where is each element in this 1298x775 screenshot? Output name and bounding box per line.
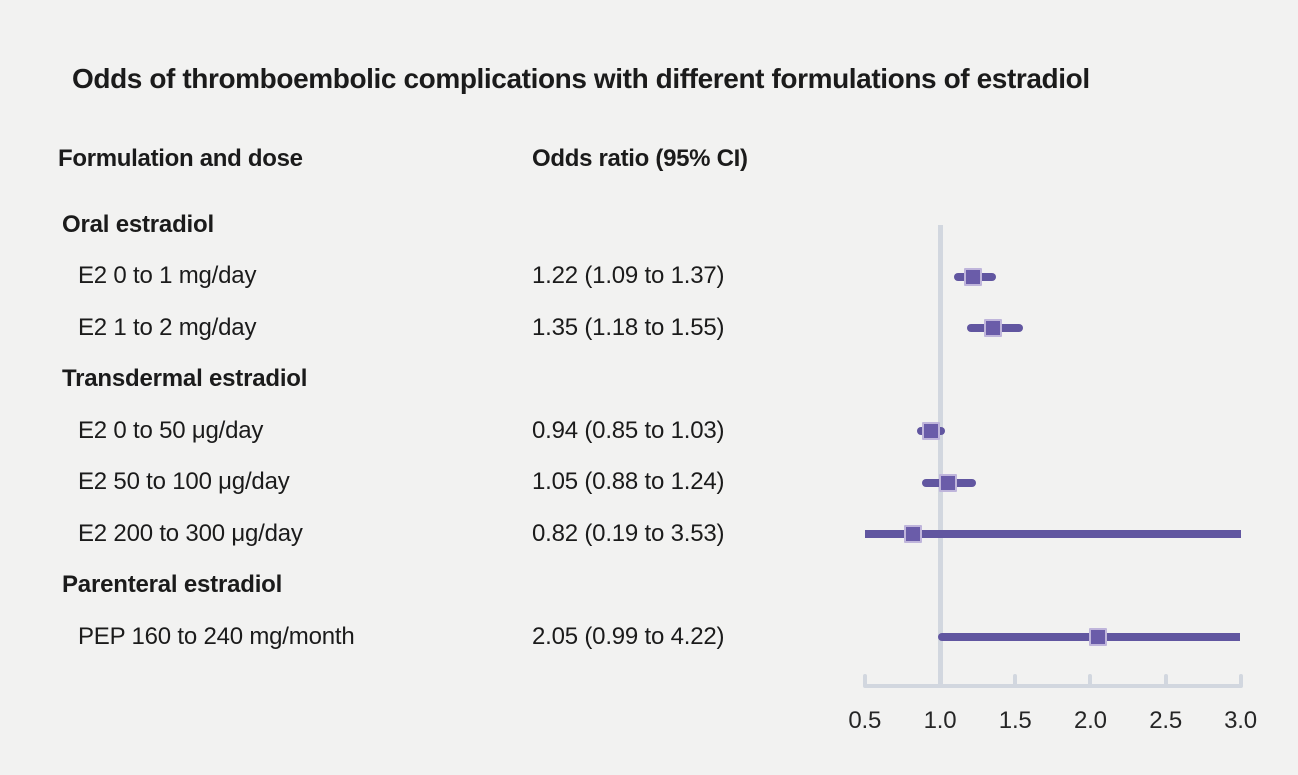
row-list: Oral estradiol E2 0 to 1 mg/day 1.22 (1.… (0, 199, 860, 663)
axis-tick-label: 2.5 (1149, 707, 1182, 734)
table-row: PEP 160 to 240 mg/month 2.05 (0.99 to 4.… (0, 611, 860, 663)
section-label: Parenteral estradiol (62, 571, 283, 599)
section-label: Oral estradiol (62, 210, 214, 238)
row-value: 0.82 (0.19 to 3.53) (532, 519, 725, 547)
row-label: PEP 160 to 240 mg/month (78, 622, 355, 650)
axis-tick-label: 2.0 (1074, 707, 1107, 734)
axis-tick-label: 0.5 (848, 707, 882, 734)
page-title: Odds of thromboembolic complications wit… (72, 63, 1090, 94)
table-row: E2 200 to 300 μg/day 0.82 (0.19 to 3.53) (0, 508, 860, 560)
table-row: E2 0 to 1 mg/day 1.22 (1.09 to 1.37) (0, 251, 860, 303)
odds-ratio-square (964, 267, 983, 286)
section-row: Oral estradiol (0, 199, 860, 251)
row-label: E2 1 to 2 mg/day (78, 313, 257, 341)
odds-ratio-square (903, 525, 922, 544)
row-label: E2 50 to 100 μg/day (78, 468, 290, 496)
axis-tick-label: 1.0 (923, 707, 957, 734)
odds-ratio-square (921, 422, 940, 441)
row-label: E2 0 to 1 mg/day (78, 262, 257, 290)
table-row: E2 0 to 50 μg/day 0.94 (0.85 to 1.03) (0, 405, 860, 457)
axis-tick-label: 3.0 (1224, 707, 1257, 734)
axis-tick (1163, 674, 1168, 686)
row-value: 1.22 (1.09 to 1.37) (532, 262, 725, 290)
table-row: E2 50 to 100 μg/day 1.05 (0.88 to 1.24) (0, 457, 860, 509)
odds-ratio-square (1088, 628, 1107, 647)
section-row: Transdermal estradiol (0, 354, 860, 406)
row-label: E2 0 to 50 μg/day (78, 416, 264, 444)
column-header-odds-ratio: Odds ratio (95% CI) (532, 145, 748, 172)
axis-tick (1013, 674, 1018, 686)
row-value: 2.05 (0.99 to 4.22) (532, 622, 725, 650)
axis-tick (1088, 674, 1093, 686)
confidence-interval-line (864, 530, 1241, 539)
row-label: E2 200 to 300 μg/day (78, 519, 303, 547)
row-value: 1.35 (1.18 to 1.55) (532, 313, 725, 341)
row-value: 0.94 (0.85 to 1.03) (532, 416, 725, 444)
axis-tick-label: 1.5 (998, 707, 1032, 734)
column-header-formulation: Formulation and dose (58, 145, 303, 172)
odds-ratio-square (983, 319, 1002, 338)
axis-tick (862, 674, 867, 686)
section-label: Transdermal estradiol (62, 365, 308, 393)
odds-ratio-square (938, 473, 957, 492)
row-value: 1.05 (0.88 to 1.24) (532, 468, 725, 496)
x-axis-line (862, 684, 1243, 688)
section-row: Parenteral estradiol (0, 560, 860, 612)
axis-tick (1238, 674, 1243, 686)
table-row: E2 1 to 2 mg/day 1.35 (1.18 to 1.55) (0, 302, 860, 354)
reference-line (937, 225, 943, 688)
